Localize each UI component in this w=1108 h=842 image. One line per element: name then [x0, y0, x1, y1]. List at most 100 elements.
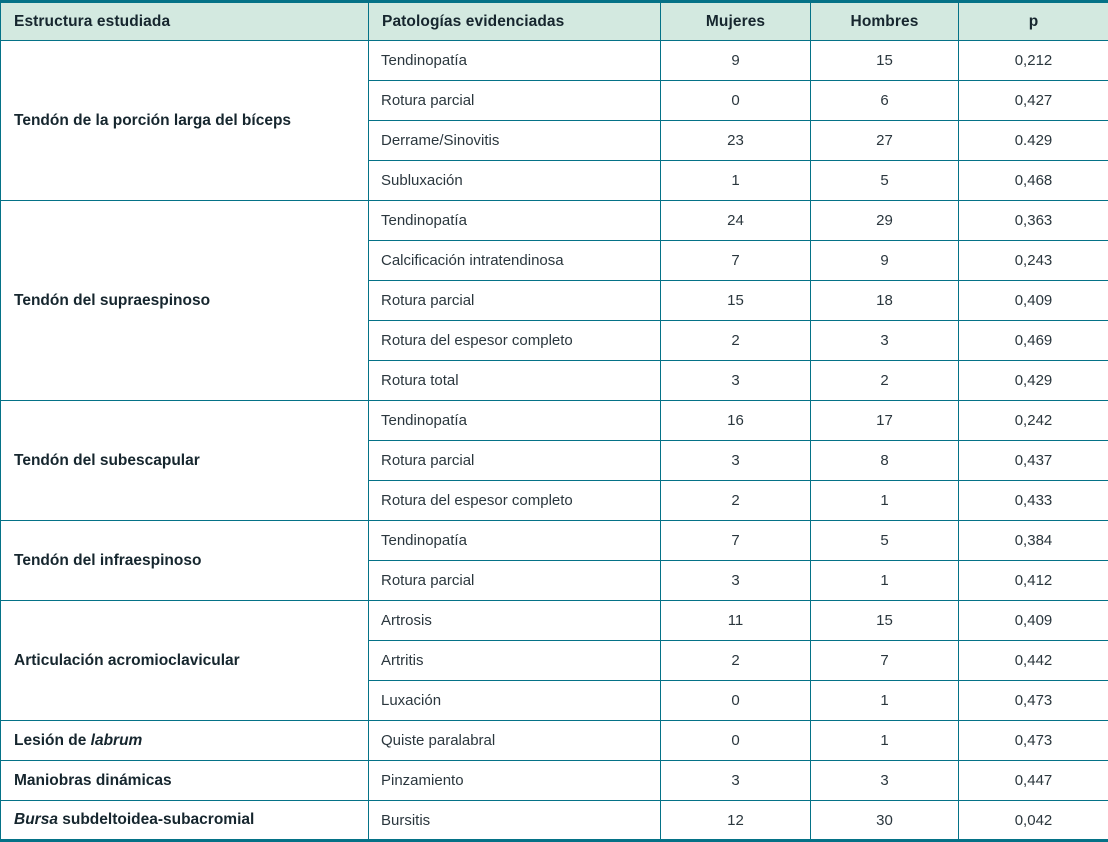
column-header-patologias-evidenciadas: Patologías evidenciadas — [368, 1, 661, 41]
p-value-cell: 0,473 — [958, 680, 1108, 721]
table-row: Rotura del espesor completo 2 1 0,433 — [1, 480, 1108, 521]
hombres-value-cell: 1 — [810, 680, 959, 721]
table-row: Subluxación 1 5 0,468 — [1, 160, 1108, 201]
hombres-value-cell: 3 — [810, 760, 959, 801]
p-value-cell: 0,363 — [958, 200, 1108, 241]
mujeres-value-cell: 24 — [660, 200, 811, 241]
structure-label-segment: Lesión de — [14, 731, 91, 749]
pathology-cell: Calcificación intratendinosa — [368, 240, 661, 281]
structure-cell: Bursa subdeltoidea-subacromial — [0, 800, 369, 841]
p-value-cell: 0,447 — [958, 760, 1108, 801]
hombres-value-cell: 27 — [810, 120, 959, 161]
table-row: Rotura total 3 2 0,429 — [1, 360, 1108, 401]
p-value-cell: 0,473 — [958, 720, 1108, 761]
pathology-cell: Rotura parcial — [368, 440, 661, 481]
p-value-cell: 0,468 — [958, 160, 1108, 201]
table-body: Tendón de la porción larga del bíceps Ten… — [0, 40, 1108, 841]
structure-label-segment: Articulación acromioclavicular — [14, 651, 240, 669]
hombres-value-cell: 1 — [810, 560, 959, 601]
hombres-value-cell: 7 — [810, 640, 959, 681]
p-value-cell: 0,243 — [958, 240, 1108, 281]
mujeres-value-cell: 0 — [660, 80, 811, 121]
p-value-cell: 0,437 — [958, 440, 1108, 481]
p-value-cell: 0,469 — [958, 320, 1108, 361]
structure-cell: Tendón del supraespinoso — [0, 200, 369, 401]
hombres-value-cell: 15 — [810, 40, 959, 81]
structure-cell: Lesión de labrum — [0, 720, 369, 761]
pathology-cell: Tendinopatía — [368, 200, 661, 241]
mujeres-value-cell: 9 — [660, 40, 811, 81]
p-value-cell: 0,409 — [958, 600, 1108, 641]
column-header-p: p — [958, 1, 1108, 41]
pathology-cell: Derrame/Sinovitis — [368, 120, 661, 161]
structure-label-segment: Tendón del infraespinoso — [14, 551, 202, 569]
hombres-value-cell: 5 — [810, 520, 959, 561]
pathology-cell: Rotura parcial — [368, 280, 661, 321]
table-row: Rotura parcial 0 6 0,427 — [1, 80, 1108, 121]
hombres-value-cell: 29 — [810, 200, 959, 241]
structure-label-italic-segment: Bursa — [14, 811, 58, 828]
pathology-cell: Tendinopatía — [368, 520, 661, 561]
structure-cell: Tendón de la porción larga del bíceps — [0, 40, 369, 201]
hombres-value-cell: 8 — [810, 440, 959, 481]
p-value-cell: 0,433 — [958, 480, 1108, 521]
mujeres-value-cell: 3 — [660, 360, 811, 401]
mujeres-value-cell: 11 — [660, 600, 811, 641]
mujeres-value-cell: 12 — [660, 800, 811, 841]
pathology-cell: Tendinopatía — [368, 400, 661, 441]
hombres-value-cell: 1 — [810, 720, 959, 761]
p-value-cell: 0,384 — [958, 520, 1108, 561]
mujeres-value-cell: 3 — [660, 440, 811, 481]
p-value-cell: 0,442 — [958, 640, 1108, 681]
structure-cell: Tendón del subescapular — [0, 400, 369, 521]
mujeres-value-cell: 7 — [660, 520, 811, 561]
mujeres-value-cell: 7 — [660, 240, 811, 281]
p-value-cell: 0,212 — [958, 40, 1108, 81]
table-row: Bursa subdeltoidea-subacromial Bursitis 12… — [0, 800, 1108, 841]
hombres-value-cell: 9 — [810, 240, 959, 281]
p-value-cell: 0,412 — [958, 560, 1108, 601]
mujeres-value-cell: 0 — [660, 680, 811, 721]
pathology-cell: Pinzamiento — [368, 760, 661, 801]
pathology-cell: Rotura parcial — [368, 560, 661, 601]
mujeres-value-cell: 1 — [660, 160, 811, 201]
hombres-value-cell: 3 — [810, 320, 959, 361]
structure-label-segment: Tendón de la porción larga del bíceps — [14, 111, 292, 129]
pathology-cell: Luxación — [368, 680, 661, 721]
structure-cell: Maniobras dinámicas — [0, 760, 369, 801]
pathology-cell: Rotura parcial — [368, 80, 661, 121]
table-row: Maniobras dinámicas Pinzamiento 3 3 0,447 — [0, 760, 1108, 801]
table-row: Tendón de la porción larga del bíceps Ten… — [0, 40, 1108, 201]
table-row: Tendón del supraespinoso Tendinopatía 24 29… — [0, 200, 1108, 401]
structure-label-segment: Tendón del supraespinoso — [14, 291, 211, 309]
hombres-value-cell: 5 — [810, 160, 959, 201]
structure-label-segment: Maniobras dinámicas — [14, 771, 172, 789]
pathology-cell: Artrosis — [368, 600, 661, 641]
structure-label-segment: subdeltoidea-subacromial — [57, 811, 255, 828]
table-row: Tendón del infraespinoso Tendinopatía 7 5 0,… — [0, 520, 1108, 601]
mujeres-value-cell: 15 — [660, 280, 811, 321]
p-value-cell: 0,042 — [958, 800, 1108, 841]
p-value-cell: 0,427 — [958, 80, 1108, 121]
table-row: Luxación 0 1 0,473 — [1, 680, 1108, 721]
column-header-hombres: Hombres — [810, 1, 959, 41]
hombres-value-cell: 30 — [810, 800, 959, 841]
p-value-cell: 0,242 — [958, 400, 1108, 441]
pathology-cell: Bursitis — [368, 800, 661, 841]
structure-label-segment: Tendón del subescapular — [14, 451, 200, 469]
structure-cell: Articulación acromioclavicular — [0, 600, 369, 721]
hombres-value-cell: 1 — [810, 480, 959, 521]
mujeres-value-cell: 16 — [660, 400, 811, 441]
table-row: Rotura parcial 3 1 0,412 — [1, 560, 1108, 601]
hombres-value-cell: 17 — [810, 400, 959, 441]
table-row: Rotura parcial 15 18 0,409 — [1, 280, 1108, 321]
structure-label-italic-segment: labrum — [90, 731, 143, 749]
table-header: Estructura estudiada Patologías evidencia… — [0, 1, 1108, 41]
hombres-value-cell: 6 — [810, 80, 959, 121]
pathology-cell: Rotura del espesor completo — [368, 320, 661, 361]
mujeres-value-cell: 0 — [660, 720, 811, 761]
p-value-cell: 0.429 — [958, 120, 1108, 161]
pathology-cell: Rotura total — [368, 360, 661, 401]
